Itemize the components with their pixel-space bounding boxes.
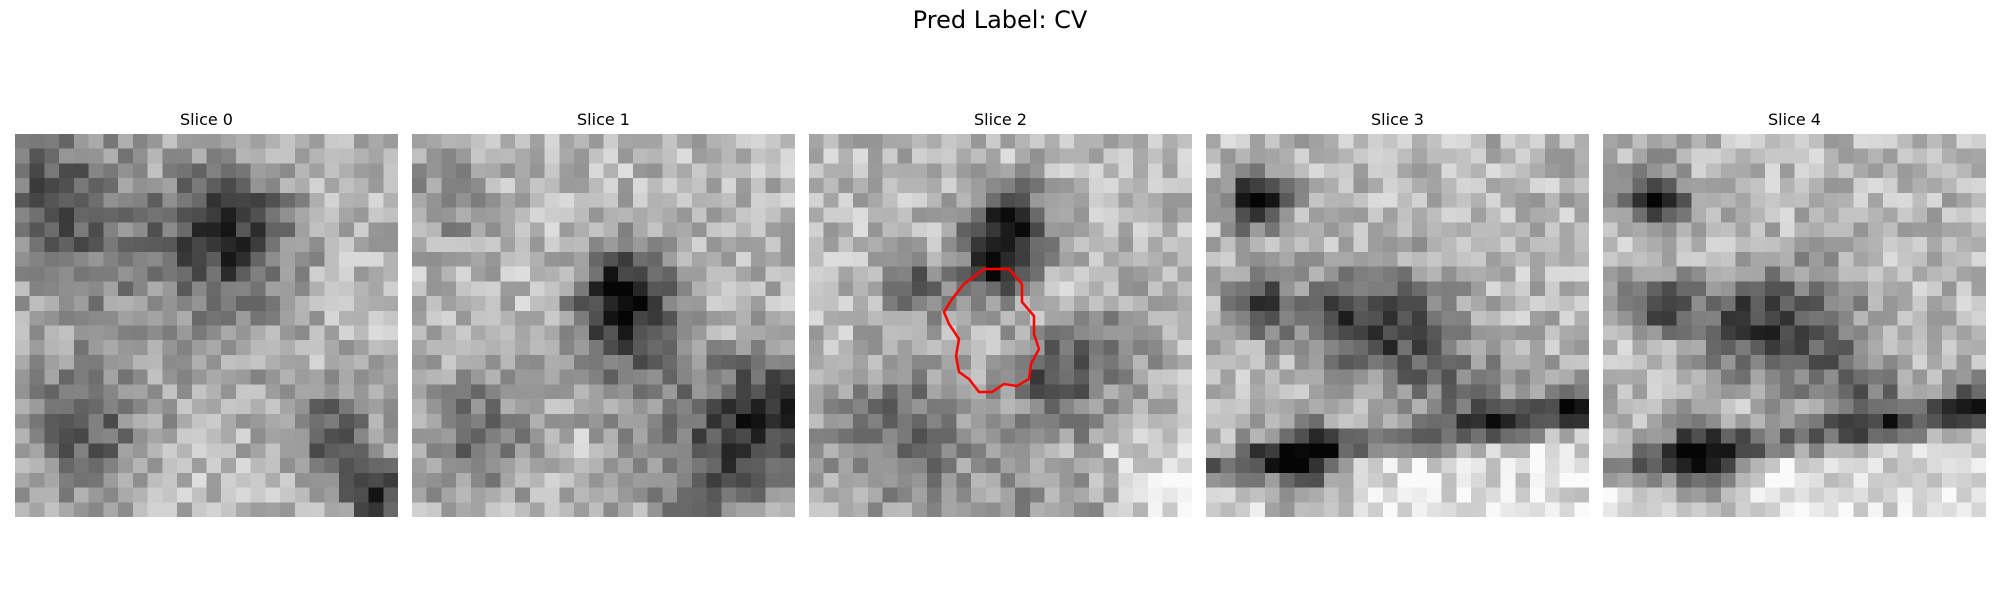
slice-title: Slice 4 (1768, 110, 1821, 129)
slice-image (15, 134, 398, 517)
slice-image (1603, 134, 1986, 517)
slice-panel-4: Slice 4 (1603, 110, 1986, 517)
slice-image (1206, 134, 1589, 517)
slice-title: Slice 2 (974, 110, 1027, 129)
slice-image (412, 134, 795, 517)
slice-title: Slice 3 (1371, 110, 1424, 129)
slice-title: Slice 1 (577, 110, 630, 129)
slice-title: Slice 0 (180, 110, 233, 129)
figure-title: Pred Label: CV (912, 6, 1088, 34)
slice-panel-1: Slice 1 (412, 110, 795, 517)
slice-panel-3: Slice 3 (1206, 110, 1589, 517)
slice-panel-0: Slice 0 (15, 110, 398, 517)
slice-image (809, 134, 1192, 517)
slice-panel-2: Slice 2 (809, 110, 1192, 517)
